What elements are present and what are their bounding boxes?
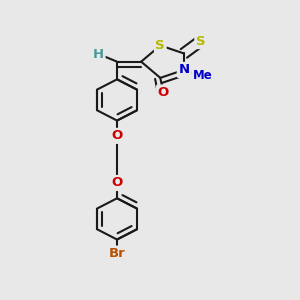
Text: H: H	[93, 47, 104, 61]
Text: O: O	[111, 176, 123, 190]
Text: O: O	[158, 86, 169, 99]
Text: O: O	[111, 129, 123, 142]
Text: N: N	[178, 63, 189, 76]
Text: Br: Br	[109, 247, 125, 260]
Text: Me: Me	[193, 69, 212, 82]
Text: S: S	[155, 39, 165, 52]
Text: S: S	[196, 34, 206, 48]
